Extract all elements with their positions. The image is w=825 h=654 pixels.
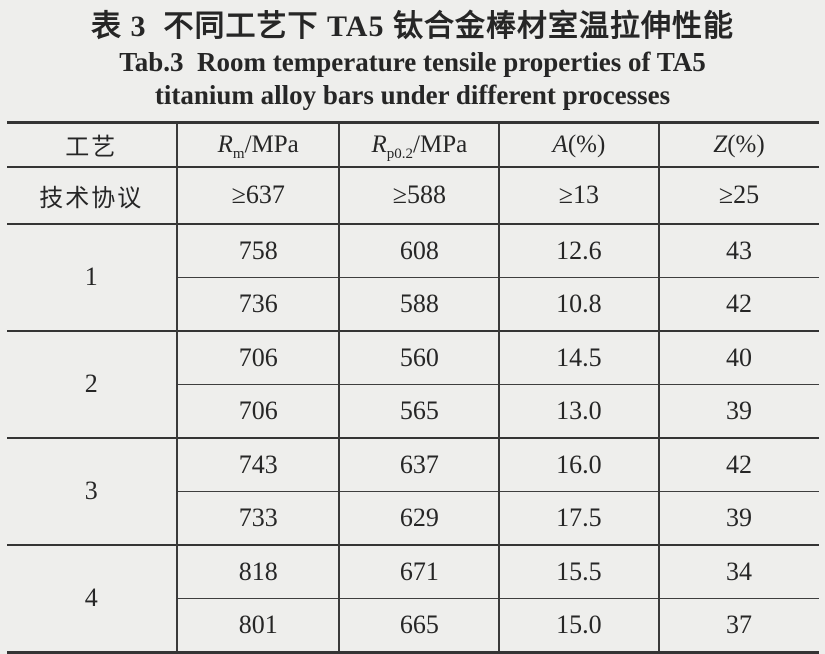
rp02-value: 665 bbox=[338, 598, 500, 653]
rm-value: 706 bbox=[176, 330, 340, 385]
process-number-cell: 3 bbox=[84, 476, 98, 506]
rp02-value: 565 bbox=[338, 384, 500, 438]
spec-rp02-value: ≥588 bbox=[338, 166, 500, 224]
table-header-row: 工艺 Rm/MPa Rp0.2/MPa A(%) Z(%) bbox=[6, 122, 819, 167]
table-row: 4 818 671 15.5 34 bbox=[7, 544, 819, 612]
z-value: 39 bbox=[657, 491, 819, 545]
z-value: 42 bbox=[657, 277, 819, 331]
rp02-value: 588 bbox=[338, 277, 500, 331]
table-row: 3 743 637 16.0 42 bbox=[7, 437, 819, 505]
rm-value: 706 bbox=[176, 384, 340, 438]
rp02-value: 608 bbox=[338, 223, 500, 278]
table-caption-block: 表 3 不同工艺下 TA5 钛合金棒材室温拉伸性能 Tab.3 Room tem… bbox=[0, 0, 825, 112]
process-number-cell: 1 bbox=[84, 262, 98, 292]
a-value: 14.5 bbox=[498, 330, 659, 385]
table-title-chinese: 表 3 不同工艺下 TA5 钛合金棒材室温拉伸性能 bbox=[91, 10, 734, 43]
a-value: 15.5 bbox=[498, 544, 659, 599]
rm-value: 758 bbox=[176, 223, 340, 278]
process-number-cell: 4 bbox=[84, 583, 98, 613]
rm-value: 743 bbox=[176, 437, 340, 492]
table-row: 2 706 560 14.5 40 bbox=[7, 330, 819, 398]
rp02-value: 560 bbox=[338, 330, 500, 385]
spec-a-value: ≥13 bbox=[498, 166, 659, 224]
a-value: 13.0 bbox=[498, 384, 659, 438]
rp02-value: 629 bbox=[338, 491, 500, 545]
spec-z-value: ≥25 bbox=[657, 166, 819, 224]
a-value: 17.5 bbox=[498, 491, 659, 545]
a-value: 16.0 bbox=[498, 437, 659, 492]
col-header-rp02: Rp0.2/MPa bbox=[338, 122, 500, 167]
table-row: 733 629 17.5 39 bbox=[6, 491, 819, 545]
table-row: 736 588 10.8 42 bbox=[6, 277, 819, 331]
z-value: 43 bbox=[657, 223, 819, 278]
tensile-properties-table: 工艺 Rm/MPa Rp0.2/MPa A(%) Z(%) 技术协议 ≥637 … bbox=[6, 120, 819, 654]
table-row: 801 665 15.0 37 bbox=[7, 598, 819, 653]
rm-value: 801 bbox=[176, 598, 340, 653]
a-value: 15.0 bbox=[498, 598, 659, 653]
rm-value: 736 bbox=[176, 277, 340, 331]
col-header-elongation: A(%) bbox=[498, 122, 659, 167]
z-value: 39 bbox=[657, 384, 819, 438]
col-header-reduction: Z(%) bbox=[657, 122, 819, 167]
table-title-english-line2: titanium alloy bars under different proc… bbox=[154, 79, 671, 110]
col-header-rm: Rm/MPa bbox=[176, 122, 340, 167]
z-value: 42 bbox=[657, 437, 819, 492]
table-title-english-line1: Tab.3 Room temperature tensile propertie… bbox=[119, 47, 706, 77]
process-number-cell: 2 bbox=[84, 369, 98, 399]
spec-rm-value: ≥637 bbox=[176, 166, 340, 224]
table-row-spec: 技术协议 ≥637 ≥588 ≥13 ≥25 bbox=[6, 166, 819, 224]
table-row: 1 758 608 12.6 43 bbox=[7, 223, 819, 291]
rm-value: 818 bbox=[176, 544, 340, 599]
a-value: 12.6 bbox=[498, 223, 659, 278]
table-row: 706 565 13.0 39 bbox=[6, 384, 819, 438]
rp02-value: 671 bbox=[338, 544, 500, 599]
z-value: 40 bbox=[657, 330, 819, 385]
rm-value: 733 bbox=[176, 491, 340, 545]
z-value: 37 bbox=[657, 598, 819, 653]
a-value: 10.8 bbox=[498, 277, 659, 331]
rp02-value: 637 bbox=[338, 437, 500, 492]
col-header-process: 工艺 bbox=[65, 135, 118, 162]
z-value: 34 bbox=[657, 544, 819, 599]
spec-row-label: 技术协议 bbox=[39, 185, 144, 212]
